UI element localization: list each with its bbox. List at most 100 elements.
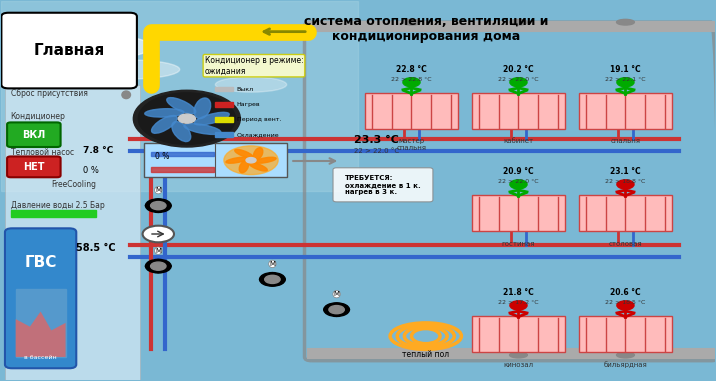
- Ellipse shape: [152, 115, 177, 133]
- Ellipse shape: [616, 19, 634, 25]
- Text: 22 > 22.0 °C: 22 > 22.0 °C: [498, 77, 538, 82]
- FancyBboxPatch shape: [333, 168, 433, 202]
- Text: 22 > 22.1 °C: 22 > 22.1 °C: [605, 77, 646, 82]
- Bar: [11, 210, 96, 217]
- Text: 22.8 °C: 22.8 °C: [396, 65, 427, 74]
- Ellipse shape: [155, 259, 162, 273]
- PathPatch shape: [16, 312, 66, 357]
- Text: Нагрев: Нагрев: [237, 102, 261, 107]
- Text: 0 %: 0 %: [83, 166, 100, 176]
- FancyBboxPatch shape: [472, 93, 565, 129]
- Text: мастер
спальня: мастер спальня: [397, 139, 427, 152]
- Text: НЕТ: НЕТ: [24, 162, 45, 172]
- Text: Главная: Главная: [34, 43, 105, 58]
- Text: M: M: [334, 291, 339, 297]
- Bar: [16, 289, 66, 357]
- Ellipse shape: [184, 123, 221, 134]
- Ellipse shape: [324, 308, 349, 311]
- Text: 7.8 °C: 7.8 °C: [83, 146, 114, 155]
- Ellipse shape: [510, 19, 528, 25]
- Bar: [216, 87, 233, 91]
- Text: 22 > 18.5 °C: 22 > 18.5 °C: [605, 300, 646, 305]
- Circle shape: [510, 301, 527, 310]
- FancyBboxPatch shape: [365, 93, 458, 129]
- FancyBboxPatch shape: [5, 228, 77, 368]
- Ellipse shape: [194, 98, 211, 118]
- Text: 20.2 °C: 20.2 °C: [503, 65, 534, 74]
- Text: 22 > 22.8 °C: 22 > 22.8 °C: [391, 77, 432, 82]
- Ellipse shape: [194, 112, 229, 125]
- Text: кинозал: кинозал: [503, 362, 533, 368]
- Circle shape: [150, 262, 166, 270]
- Circle shape: [617, 78, 634, 87]
- Circle shape: [265, 275, 280, 283]
- Ellipse shape: [122, 91, 130, 99]
- Ellipse shape: [216, 77, 286, 92]
- Circle shape: [224, 146, 278, 174]
- Ellipse shape: [269, 272, 276, 286]
- Text: 19.1 °C: 19.1 °C: [610, 65, 641, 74]
- Text: ТРЕБУЕТСЯ:
охлаждение в 1 к.
нагрев в 3 к.: ТРЕБУЕТСЯ: охлаждение в 1 к. нагрев в 3 …: [345, 175, 421, 195]
- Circle shape: [617, 180, 634, 189]
- Text: M: M: [269, 261, 276, 267]
- Text: Давление воды 2.5 Бар: Давление воды 2.5 Бар: [11, 200, 105, 210]
- Circle shape: [178, 114, 195, 123]
- Circle shape: [133, 90, 241, 147]
- Text: 20.9 °C: 20.9 °C: [503, 167, 534, 176]
- Circle shape: [138, 93, 236, 144]
- Ellipse shape: [9, 58, 94, 81]
- FancyBboxPatch shape: [7, 122, 61, 147]
- Text: Кондиционер: Кондиционер: [11, 112, 66, 121]
- FancyBboxPatch shape: [144, 143, 286, 177]
- Circle shape: [403, 78, 420, 87]
- Text: система отопления, вентиляции и
кондиционирования дома: система отопления, вентиляции и кондицио…: [304, 14, 548, 43]
- FancyBboxPatch shape: [579, 195, 672, 231]
- Ellipse shape: [155, 199, 162, 213]
- Text: столовая: столовая: [609, 241, 642, 247]
- Text: 22 > 22.0 °C: 22 > 22.0 °C: [498, 179, 538, 184]
- Text: Сброс присутствия: Сброс присутствия: [11, 89, 87, 98]
- Ellipse shape: [253, 148, 263, 160]
- Ellipse shape: [145, 204, 171, 207]
- Text: 20.6 °C: 20.6 °C: [610, 288, 641, 298]
- Circle shape: [260, 272, 285, 286]
- Ellipse shape: [402, 19, 420, 25]
- Ellipse shape: [334, 303, 340, 317]
- Text: M: M: [155, 187, 161, 193]
- Ellipse shape: [249, 163, 267, 171]
- Text: теплый пол: теплый пол: [402, 350, 450, 359]
- Text: ВКЛ: ВКЛ: [23, 130, 46, 139]
- Text: кабинет: кабинет: [503, 139, 533, 144]
- Circle shape: [145, 259, 171, 273]
- Circle shape: [145, 199, 171, 213]
- Bar: [216, 102, 233, 107]
- Circle shape: [510, 180, 527, 189]
- Bar: [151, 167, 214, 171]
- Text: 22 > 18.8 °C: 22 > 18.8 °C: [605, 179, 646, 184]
- FancyBboxPatch shape: [7, 157, 61, 177]
- Text: спальня: спальня: [611, 139, 640, 144]
- Text: Охлаждение: Охлаждение: [237, 132, 279, 137]
- Text: Тепловой насос: Тепловой насос: [11, 147, 74, 157]
- Circle shape: [142, 226, 174, 242]
- Text: Выкл: Выкл: [237, 86, 254, 92]
- Text: 0 %: 0 %: [155, 152, 169, 162]
- Text: 23.1 °C: 23.1 °C: [610, 167, 641, 176]
- Bar: [151, 152, 214, 157]
- Circle shape: [329, 306, 344, 314]
- Text: гостиная: гостиная: [502, 241, 536, 247]
- Text: FreeCooling: FreeCooling: [52, 181, 97, 189]
- FancyBboxPatch shape: [579, 316, 672, 352]
- Ellipse shape: [226, 157, 248, 163]
- Text: бильярдная: бильярдная: [604, 362, 647, 368]
- Text: Период вент.: Период вент.: [237, 117, 281, 122]
- Text: в бассейн: в бассейн: [24, 355, 57, 360]
- Circle shape: [324, 303, 349, 317]
- Ellipse shape: [23, 34, 151, 60]
- Circle shape: [617, 301, 634, 310]
- FancyBboxPatch shape: [472, 316, 565, 352]
- Circle shape: [510, 78, 527, 87]
- Ellipse shape: [616, 352, 634, 358]
- Ellipse shape: [145, 264, 171, 268]
- Text: 22 > 17.2 °C: 22 > 17.2 °C: [498, 300, 538, 305]
